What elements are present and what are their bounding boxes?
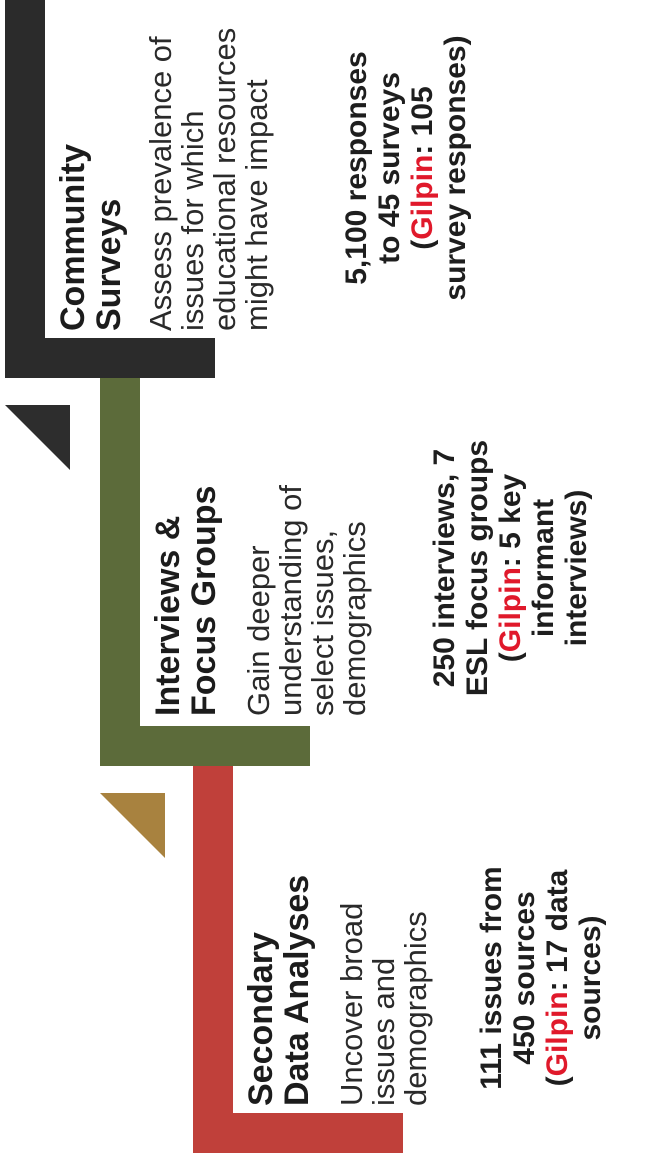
gilpin-label: Gilpin xyxy=(406,154,439,240)
interviews-stats: 250 interviews, 7 ESL focus groups (Gilp… xyxy=(428,439,593,697)
interviews-bar-horizontal xyxy=(100,726,310,766)
secondary-bar-vertical xyxy=(193,763,233,1153)
gilpin-label: Gilpin xyxy=(494,567,527,653)
secondary-arrow-icon xyxy=(100,793,165,858)
interviews-title: Interviews & Focus Groups xyxy=(149,485,223,716)
secondary-stats: 111 issues from 450 sources (Gilpin: 17 … xyxy=(475,866,607,1090)
surveys-description: Assess prevalence of issues for which ed… xyxy=(143,27,274,331)
interviews-bar-vertical xyxy=(100,376,140,766)
secondary-title: Secondary Data Analyses xyxy=(242,874,316,1106)
interviews-description: Gain deeper understanding of select issu… xyxy=(241,485,372,716)
interviews-arrow-icon xyxy=(5,405,70,470)
surveys-bar-vertical xyxy=(5,0,45,378)
surveys-bar-horizontal xyxy=(5,338,215,378)
secondary-description: Uncover broad issues and demographics xyxy=(334,902,433,1106)
surveys-stats: 5,100 responses to 45 surveys (Gilpin: 1… xyxy=(340,35,472,301)
surveys-title: Community Surveys xyxy=(54,144,128,331)
gilpin-label: Gilpin xyxy=(541,991,574,1077)
secondary-bar-horizontal xyxy=(193,1113,403,1153)
